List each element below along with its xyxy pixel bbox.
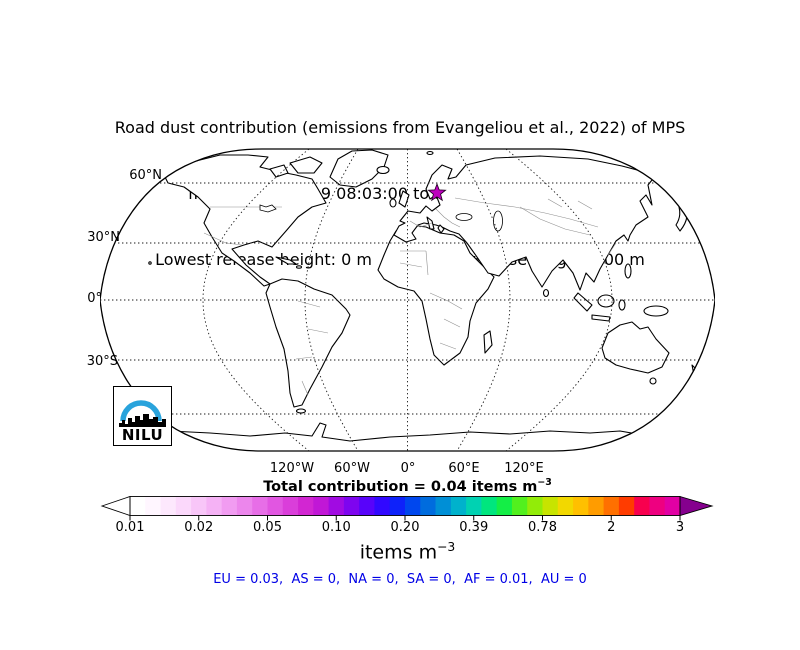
colorbar-cell bbox=[221, 496, 238, 516]
colorbar-cell bbox=[252, 496, 268, 516]
colorbar-cell bbox=[145, 496, 161, 516]
longitude-label-120w: 120°W bbox=[269, 461, 315, 476]
colorbar-cell bbox=[603, 496, 620, 516]
country-borders bbox=[203, 197, 617, 396]
colorbar-right-arrow bbox=[679, 495, 714, 517]
unit-exponent: −3 bbox=[437, 540, 456, 554]
colorbar-svg bbox=[100, 495, 714, 521]
colorbar-cell bbox=[374, 496, 391, 516]
colorbar-cell bbox=[664, 496, 681, 516]
colorbar-cell bbox=[527, 496, 543, 516]
colorbar-tick-labels: 0.01 0.02 0.05 0.10 0.20 0.39 0.78 2 3 bbox=[100, 520, 715, 538]
nilu-logo-text: NILU bbox=[121, 426, 164, 444]
nilu-arc bbox=[120, 400, 162, 422]
colorbar-cell bbox=[343, 496, 360, 516]
latitude-label-60n: 60°N bbox=[129, 168, 162, 183]
colorbar-cell bbox=[557, 496, 574, 516]
colorbar-cell bbox=[466, 496, 482, 516]
colorbar-cell bbox=[420, 496, 436, 516]
colorbar bbox=[100, 495, 715, 522]
colorbar-cell bbox=[634, 496, 650, 516]
colorbar-tick-label: 0.05 bbox=[253, 520, 282, 535]
longitude-label-60w: 60°W bbox=[334, 461, 370, 476]
longitude-label-60e: 60°E bbox=[448, 461, 480, 476]
colorbar-cell bbox=[130, 496, 146, 516]
colorbar-cell bbox=[359, 496, 375, 516]
colorbar-tick-label: 0.02 bbox=[184, 520, 214, 535]
title-line-1: Road dust contribution (emissions from E… bbox=[114, 118, 686, 137]
colorbar-cell bbox=[175, 496, 192, 516]
latitude-label-30s: 30°S bbox=[86, 354, 118, 369]
colorbar-cell bbox=[405, 496, 421, 516]
colorbar-tick-label: 0.20 bbox=[390, 520, 420, 535]
colorbar-tick-label: 0.78 bbox=[528, 520, 557, 535]
colorbar-cell bbox=[542, 496, 559, 516]
colorbar-tick-label: 2 bbox=[607, 520, 616, 535]
longitude-label-0: 0° bbox=[400, 461, 416, 476]
nilu-skyline bbox=[119, 414, 166, 427]
colorbar-cell bbox=[389, 496, 406, 516]
total-contribution-exponent: −3 bbox=[537, 477, 552, 488]
total-contribution-text: Total contribution = 0.04 items m bbox=[263, 478, 538, 495]
colorbar-cell bbox=[496, 496, 513, 516]
colorbar-tick-label: 3 bbox=[675, 520, 685, 535]
colorbar-cell bbox=[298, 496, 314, 516]
colorbar-cell bbox=[313, 496, 330, 516]
colorbar-cell bbox=[450, 496, 467, 516]
colorbar-cell bbox=[618, 496, 635, 516]
colorbar-tick-label: 0.10 bbox=[321, 520, 351, 535]
release-site-marker bbox=[427, 182, 447, 202]
inland-seas bbox=[259, 204, 503, 232]
colorbar-cell bbox=[282, 496, 299, 516]
colorbar-cell bbox=[191, 496, 207, 516]
colorbar-cell bbox=[328, 496, 345, 516]
unit-text: items m bbox=[359, 541, 438, 564]
colorbar-cell bbox=[511, 496, 528, 516]
world-map bbox=[99, 143, 716, 455]
nilu-logo: NILU bbox=[113, 386, 172, 446]
colorbar-left-arrow bbox=[100, 495, 131, 517]
colorbar-cell bbox=[573, 496, 589, 516]
latitude-label-30n: 30°N bbox=[87, 230, 120, 245]
coastlines bbox=[139, 149, 703, 451]
longitude-label-120e: 120°E bbox=[504, 461, 544, 476]
colorbar-tick-label: 0.39 bbox=[459, 520, 489, 535]
colorbar-cell bbox=[160, 496, 177, 516]
latitude-label-0: 0° bbox=[87, 291, 102, 306]
colorbar-unit-label: items m−3 bbox=[100, 540, 715, 563]
colorbar-cell bbox=[267, 496, 284, 516]
colorbar-cell bbox=[481, 496, 498, 516]
region-summary: EU = 0.03, AS = 0, NA = 0, SA = 0, AF = … bbox=[213, 572, 587, 587]
colorbar-cell bbox=[649, 496, 666, 516]
colorbar-cell bbox=[588, 496, 605, 516]
colorbar-tick-label: 0.01 bbox=[115, 520, 145, 535]
nilu-logo-graphic bbox=[119, 400, 166, 427]
total-contribution-label: Total contribution = 0.04 items m−3 bbox=[100, 477, 715, 495]
colorbar-cell bbox=[236, 496, 253, 516]
colorbar-cell bbox=[206, 496, 223, 516]
colorbar-cell bbox=[435, 496, 452, 516]
world-map-svg bbox=[99, 148, 716, 452]
graticule bbox=[100, 149, 715, 451]
